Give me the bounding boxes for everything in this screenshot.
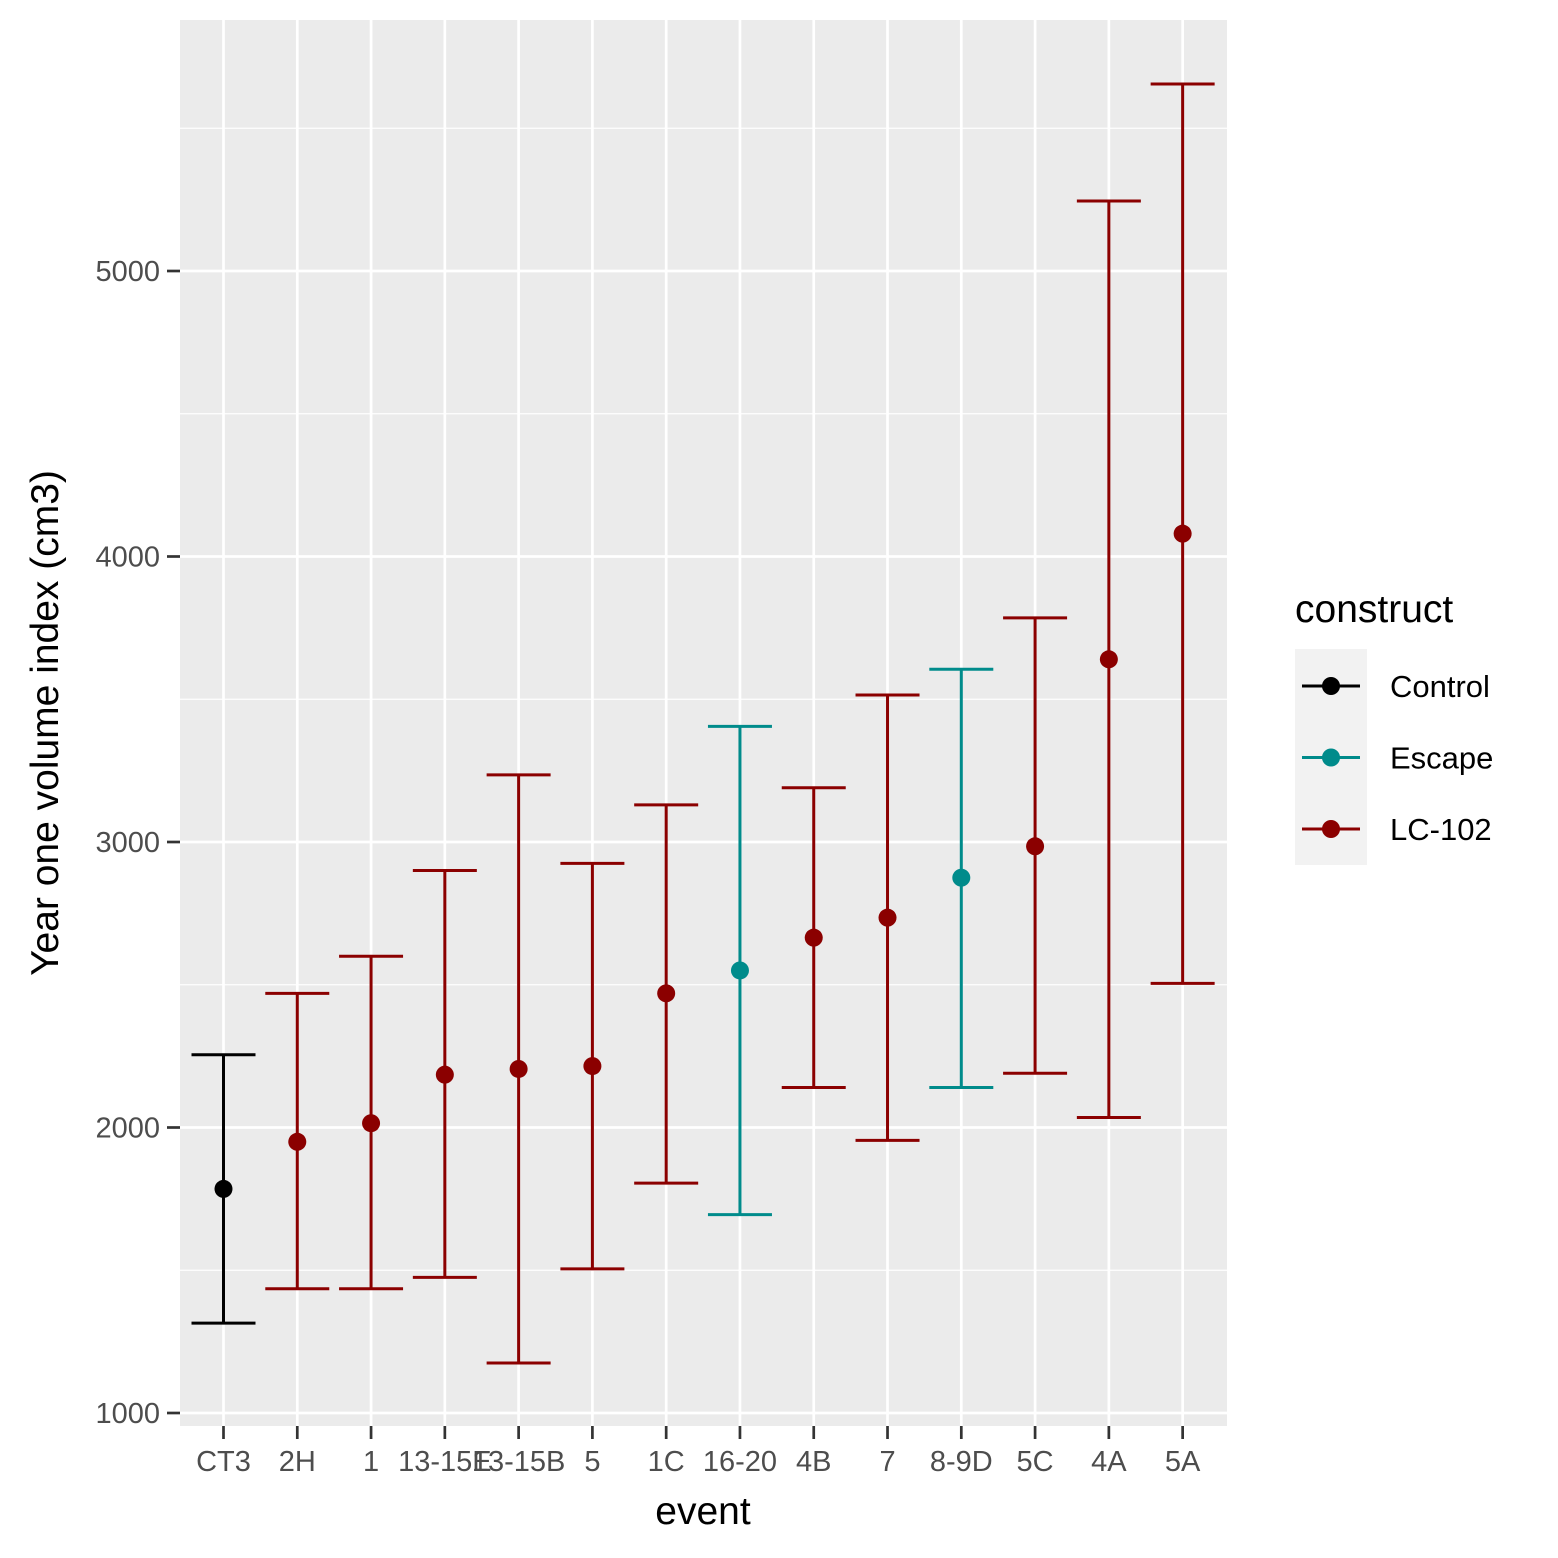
- legend-label: Escape: [1390, 741, 1493, 776]
- x-tick-label: 16-20: [703, 1446, 777, 1478]
- mean-point: [362, 1114, 381, 1133]
- legend-label: Control: [1390, 669, 1490, 704]
- mean-point: [509, 1059, 528, 1078]
- x-tick-label: 13-15E: [398, 1446, 492, 1478]
- error-bar-5C: [1003, 616, 1068, 1075]
- error-bar-5A: [1150, 82, 1215, 985]
- x-tick-label: 5A: [1165, 1446, 1201, 1478]
- error-bar-4B: [781, 786, 846, 1090]
- error-bars: [191, 82, 1215, 1365]
- error-bar-1: [339, 954, 404, 1291]
- plot-panel: [180, 20, 1227, 1426]
- legend-key-point: [1322, 748, 1340, 767]
- error-bar-13-15B: [486, 773, 551, 1365]
- mean-point: [730, 961, 749, 980]
- mean-point: [288, 1132, 307, 1151]
- mean-point: [878, 908, 897, 927]
- error-bar-7: [855, 693, 920, 1142]
- x-tick-label: 5C: [1017, 1446, 1054, 1478]
- x-tick-label: 4B: [796, 1446, 831, 1478]
- mean-point: [583, 1057, 602, 1076]
- legend-entries: Control Escape LC-102: [1302, 669, 1493, 847]
- mean-point: [214, 1179, 233, 1198]
- legend-entry-escape: Escape: [1302, 741, 1493, 776]
- mean-point: [1099, 650, 1118, 669]
- legend-label: LC-102: [1390, 812, 1492, 847]
- mean-point: [952, 868, 971, 887]
- x-tick-label: CT3: [196, 1446, 251, 1478]
- y-axis-title: Year one volume index (cm3): [24, 470, 67, 976]
- error-bar-16-20: [707, 724, 772, 1217]
- x-tick-label: 13-15B: [472, 1446, 566, 1478]
- x-tick-label: 4A: [1091, 1446, 1127, 1478]
- y-tick-label: 3000: [95, 827, 160, 859]
- y-axis: 1000 2000 3000 4000 5000: [95, 256, 180, 1430]
- legend-entry-lc-102: LC-102: [1302, 812, 1492, 847]
- x-axis-title: event: [655, 1490, 751, 1533]
- error-bar-5: [560, 861, 625, 1271]
- x-tick-label: 2H: [279, 1446, 316, 1478]
- mean-point: [1026, 837, 1045, 856]
- error-bar-8-9D: [929, 667, 994, 1090]
- legend-key-point: [1322, 677, 1340, 695]
- y-tick-label: 2000: [95, 1113, 160, 1145]
- error-bar-4A: [1076, 199, 1141, 1120]
- y-tick-label: 5000: [95, 256, 160, 288]
- legend-entry-control: Control: [1302, 669, 1490, 704]
- error-bar-13-15E: [412, 869, 477, 1279]
- x-tick-label: 1C: [648, 1446, 685, 1478]
- minor-gridlines: [180, 127, 1227, 1271]
- y-tick-label: 4000: [95, 542, 160, 574]
- error-bar-1C: [634, 803, 699, 1185]
- x-tick-label: 5: [584, 1446, 600, 1478]
- x-tick-label: 7: [879, 1446, 895, 1478]
- error-bar-2H: [265, 991, 330, 1291]
- mean-point: [657, 984, 676, 1003]
- error-bar-CT3: [191, 1053, 256, 1325]
- x-tick-label: 1: [363, 1446, 379, 1478]
- mean-point: [804, 928, 823, 947]
- mean-point: [1173, 524, 1192, 543]
- x-tick-label: 8-9D: [930, 1446, 993, 1478]
- legend-key-point: [1322, 820, 1340, 838]
- mean-point: [435, 1065, 454, 1084]
- legend-title: construct: [1295, 588, 1453, 631]
- y-tick-label: 1000: [95, 1398, 160, 1430]
- legend: construct Control Escape LC-102: [1295, 588, 1493, 865]
